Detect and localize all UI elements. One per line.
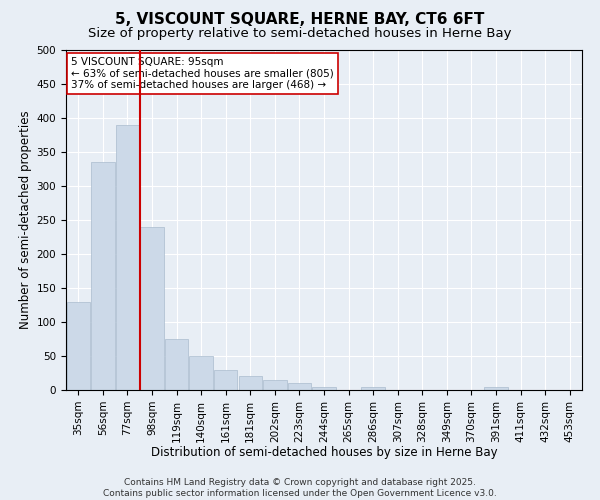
- Text: Contains HM Land Registry data © Crown copyright and database right 2025.
Contai: Contains HM Land Registry data © Crown c…: [103, 478, 497, 498]
- Bar: [214, 370, 238, 390]
- X-axis label: Distribution of semi-detached houses by size in Herne Bay: Distribution of semi-detached houses by …: [151, 446, 497, 459]
- Bar: [91, 162, 115, 390]
- Bar: [484, 386, 508, 390]
- Bar: [361, 386, 385, 390]
- Bar: [116, 125, 139, 390]
- Bar: [165, 339, 188, 390]
- Y-axis label: Number of semi-detached properties: Number of semi-detached properties: [19, 110, 32, 330]
- Bar: [67, 302, 90, 390]
- Bar: [190, 356, 213, 390]
- Text: 5, VISCOUNT SQUARE, HERNE BAY, CT6 6FT: 5, VISCOUNT SQUARE, HERNE BAY, CT6 6FT: [115, 12, 485, 28]
- Bar: [239, 376, 262, 390]
- Text: Size of property relative to semi-detached houses in Herne Bay: Size of property relative to semi-detach…: [88, 28, 512, 40]
- Bar: [140, 227, 164, 390]
- Bar: [288, 383, 311, 390]
- Bar: [263, 380, 287, 390]
- Bar: [313, 386, 335, 390]
- Text: 5 VISCOUNT SQUARE: 95sqm
← 63% of semi-detached houses are smaller (805)
37% of : 5 VISCOUNT SQUARE: 95sqm ← 63% of semi-d…: [71, 57, 334, 90]
